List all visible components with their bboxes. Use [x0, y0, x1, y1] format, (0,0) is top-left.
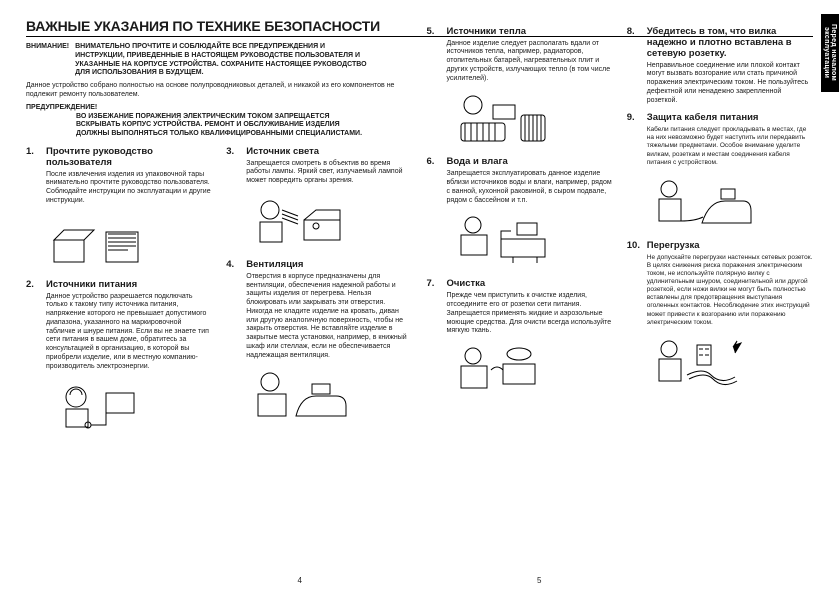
- item-6: 6. Вода и влага Запрещается эксплуатирова…: [427, 157, 613, 271]
- item-8: 8.Убедитесь в том, что вилка надежно и п…: [627, 27, 813, 106]
- page-numbers: 4 5: [0, 576, 839, 585]
- item-title: Источники тепла: [447, 27, 527, 38]
- item-num: 7.: [427, 279, 441, 290]
- item-num: 4.: [226, 260, 240, 271]
- water-icon: [447, 209, 557, 271]
- ventilation-icon: [246, 364, 356, 426]
- item-title: Защита кабеля питания: [647, 113, 759, 124]
- item-title: Перегрузка: [647, 241, 700, 252]
- item-title: Источник света: [246, 147, 319, 158]
- item-num: 2.: [26, 280, 40, 291]
- item-text: Отверстия в корпусе предназначены для ве…: [226, 273, 412, 361]
- item-3: 3. Источник света Запрещается смотреть в …: [226, 147, 412, 252]
- item-1: 1. Прочтите руководство пользователя Посл…: [26, 147, 212, 272]
- item-title: Источники питания: [46, 280, 137, 291]
- item-text: Прежде чем приступить к очистке изделия,…: [427, 292, 613, 336]
- item-num: 10.: [627, 241, 641, 252]
- item-title: Вентиляция: [246, 260, 303, 271]
- columns: 1. Прочтите руководство пользователя Посл…: [26, 147, 813, 446]
- attention-label: ВНИМАНИЕ!: [26, 43, 69, 78]
- light-icon: [246, 190, 356, 252]
- manual-icon: [46, 210, 156, 272]
- column-4: 8.Убедитесь в том, что вилка надежно и п…: [627, 27, 813, 446]
- page-left: 4: [298, 576, 302, 585]
- item-7: 7. Очистка Прежде чем приступить к очистк…: [427, 279, 613, 402]
- cleaning-icon: [447, 340, 557, 402]
- item-2: 2. Источники питания Данное устройство ра…: [26, 280, 212, 438]
- item-text: После извлечения изделия из упаковочной …: [26, 171, 212, 206]
- item-text: Данное изделие следует располагать вдали…: [427, 40, 613, 84]
- page-right: 5: [537, 576, 541, 585]
- attention-row: ВНИМАНИЕ! ВНИМАТЕЛЬНО ПРОЧТИТЕ И СОБЛЮДА…: [26, 43, 406, 78]
- heat-icon: [447, 87, 557, 149]
- item-4: 4. Вентиляция Отверстия в корпусе предназ…: [226, 260, 412, 426]
- item-10: 10. Перегрузка Не допускайте перегрузки н…: [627, 241, 813, 393]
- item-9: 9. Защита кабеля питания Кабели питания с…: [627, 113, 813, 233]
- item-text: Кабели питания следует прокладывать в ме…: [627, 126, 813, 167]
- overload-icon: [647, 331, 757, 393]
- item-num: 9.: [627, 113, 641, 124]
- warning-label: ПРЕДУПРЕЖДЕНИЕ!: [26, 104, 406, 111]
- item-title: Очистка: [447, 279, 486, 290]
- item-num: 1.: [26, 147, 40, 169]
- item-5: 5. Источники тепла Данное изделие следует…: [427, 27, 613, 150]
- item-text: Запрещается эксплуатировать данное издел…: [427, 170, 613, 205]
- item-text: Неправильное соединение или плохой конта…: [627, 62, 813, 106]
- item-title: Вода и влага: [447, 157, 508, 168]
- intro-block: ВНИМАНИЕ! ВНИМАТЕЛЬНО ПРОЧТИТЕ И СОБЛЮДА…: [26, 43, 406, 139]
- column-3: 5. Источники тепла Данное изделие следует…: [427, 27, 613, 446]
- item-num: 3.: [226, 147, 240, 158]
- column-1: 1. Прочтите руководство пользователя Посл…: [26, 147, 212, 446]
- side-tab: Перед началом эксплуатации: [821, 14, 839, 92]
- page: Перед началом эксплуатации ВАЖНЫЕ УКАЗАН…: [0, 0, 839, 595]
- item-text: Запрещается смотреть в объектив во время…: [226, 160, 412, 186]
- item-num: 8.: [627, 27, 641, 60]
- power-icon: [46, 375, 156, 437]
- cable-icon: [647, 171, 757, 233]
- item-num: 5.: [427, 27, 441, 38]
- warning-body: ВО ИЗБЕЖАНИЕ ПОРАЖЕНИЯ ЭЛЕКТРИЧЕСКИМ ТОК…: [26, 113, 366, 139]
- item-text: Не допускайте перегрузки настенных сетев…: [627, 254, 813, 327]
- attention-body: ВНИМАТЕЛЬНО ПРОЧТИТЕ И СОБЛЮДАЙТЕ ВСЕ ПР…: [75, 43, 375, 78]
- item-num: 6.: [427, 157, 441, 168]
- item-text: Данное устройство разрешается подключать…: [26, 293, 212, 372]
- column-2: 3. Источник света Запрещается смотреть в …: [226, 147, 412, 446]
- item-title: Убедитесь в том, что вилка надежно и пло…: [647, 27, 813, 60]
- item-title: Прочтите руководство пользователя: [46, 147, 212, 169]
- subline: Данное устройство собрано полностью на о…: [26, 82, 406, 100]
